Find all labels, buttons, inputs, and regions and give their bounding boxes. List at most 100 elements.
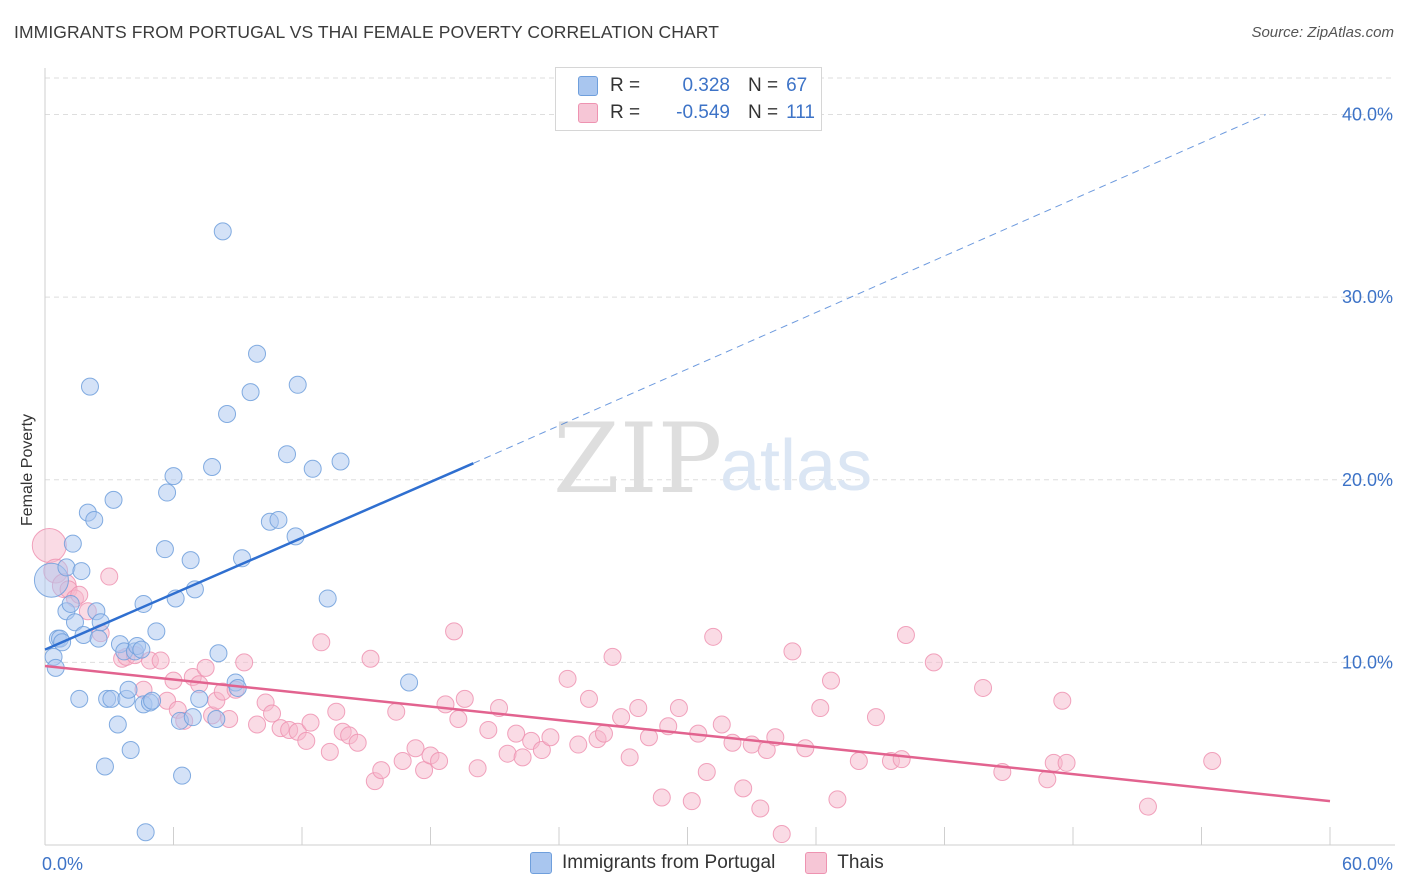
- thais-point: [620, 748, 639, 767]
- thais-point: [301, 713, 320, 732]
- thais-point: [361, 649, 380, 668]
- thais-point: [320, 742, 339, 761]
- grid-lines: [45, 77, 1395, 663]
- watermark-atlas: atlas: [720, 426, 872, 506]
- portugal-point: [155, 540, 174, 559]
- thais-point: [594, 724, 613, 743]
- thais-point: [751, 799, 770, 818]
- thais-point: [436, 695, 455, 714]
- thais-point: [430, 751, 449, 770]
- thais-point: [31, 528, 67, 564]
- portugal-trend-line: [44, 462, 474, 651]
- portugal-point: [400, 673, 419, 692]
- thais-points: [31, 528, 1222, 844]
- legend-n-label: N =: [748, 102, 779, 123]
- thais-point: [772, 825, 791, 844]
- series-legend: Immigrants from Portugal Thais: [530, 852, 914, 874]
- thais-trend-line: [44, 664, 1331, 803]
- legend-row-portugal: R = 0.328 N = 67: [578, 73, 807, 99]
- thais-point: [1203, 751, 1222, 770]
- portugal-point: [190, 689, 209, 708]
- portugal-point: [173, 766, 192, 785]
- portugal-point: [213, 222, 232, 241]
- thais-point: [372, 761, 391, 780]
- portugal-point: [303, 459, 322, 478]
- x-tick-label: 60.0%: [1342, 854, 1393, 874]
- thais-point: [406, 739, 425, 758]
- thais-point: [541, 728, 560, 747]
- thais-point: [327, 702, 346, 721]
- thais-point: [796, 739, 815, 758]
- thais-point: [449, 709, 468, 728]
- legend-item-thais[interactable]: Thais: [805, 852, 884, 874]
- thais-point: [828, 790, 847, 809]
- legend-item-portugal[interactable]: Immigrants from Portugal: [530, 852, 775, 874]
- thais-point: [263, 704, 282, 723]
- thais-point: [682, 792, 701, 811]
- thais-point: [558, 669, 577, 688]
- thais-point: [248, 715, 267, 734]
- portugal-point: [183, 708, 202, 727]
- portugal-point: [85, 510, 104, 529]
- thais-point: [652, 788, 671, 807]
- thais-point: [312, 633, 331, 652]
- portugal-point: [143, 691, 162, 710]
- thais-point: [393, 751, 412, 770]
- thais-point: [896, 625, 915, 644]
- thais-point: [297, 731, 316, 750]
- thais-point: [151, 651, 170, 670]
- legend-r-value: -0.549: [676, 102, 730, 123]
- thais-point: [468, 759, 487, 778]
- portugal-point: [121, 741, 140, 760]
- thais-point: [734, 779, 753, 798]
- portugal-point: [248, 344, 267, 363]
- portugal-point: [158, 483, 177, 502]
- portugal-point: [72, 562, 91, 581]
- portugal-point: [147, 622, 166, 641]
- portugal-point: [209, 644, 228, 663]
- legend-r-label: R =: [610, 102, 641, 123]
- thais-point: [866, 708, 885, 727]
- portugal-trend-extension: [473, 114, 1266, 464]
- legend-swatch-portugal: [530, 852, 552, 874]
- thais-point: [603, 647, 622, 666]
- watermark-zip: ZIP: [553, 403, 722, 515]
- y-tick-label: 10.0%: [1342, 652, 1393, 672]
- legend-r-label: R =: [610, 75, 641, 96]
- tick-labels: 10.0% 20.0% 30.0% 40.0% 0.0% 60.0%: [42, 105, 1393, 874]
- thais-point: [783, 642, 802, 661]
- thais-point: [196, 658, 215, 677]
- source-label: Source: ZipAtlas.com: [1251, 24, 1394, 41]
- chart-title: IMMIGRANTS FROM PORTUGAL VS THAI FEMALE …: [14, 22, 719, 42]
- portugal-point: [207, 709, 226, 728]
- legend-swatch-thais: [578, 103, 598, 123]
- thais-point: [445, 622, 464, 641]
- portugal-point: [132, 640, 151, 659]
- portugal-point: [164, 467, 183, 486]
- thais-point: [387, 702, 406, 721]
- thais-point: [811, 699, 830, 718]
- thais-point: [821, 671, 840, 690]
- thais-point: [513, 748, 532, 767]
- watermark: ZIP atlas: [553, 403, 872, 515]
- legend-n-label: N =: [748, 75, 779, 96]
- legend-row-thais: R = -0.549 N = 111: [578, 100, 815, 126]
- trend-lines: [44, 114, 1331, 803]
- thais-point: [892, 750, 911, 769]
- portugal-point: [203, 457, 222, 476]
- portugal-point: [218, 405, 237, 424]
- thais-point: [1053, 691, 1072, 710]
- thais-point: [579, 689, 598, 708]
- portugal-point: [318, 589, 337, 608]
- legend-swatch-thais: [805, 852, 828, 874]
- portugal-point: [331, 452, 350, 471]
- portugal-point: [119, 680, 138, 699]
- portugal-point: [278, 445, 297, 464]
- thais-point: [348, 733, 367, 752]
- thais-point: [235, 653, 254, 672]
- portugal-point: [241, 383, 260, 402]
- legend-swatch-portugal: [578, 76, 598, 96]
- thais-point: [479, 720, 498, 739]
- legend-r-value: 0.328: [682, 75, 730, 96]
- thais-point: [924, 653, 943, 672]
